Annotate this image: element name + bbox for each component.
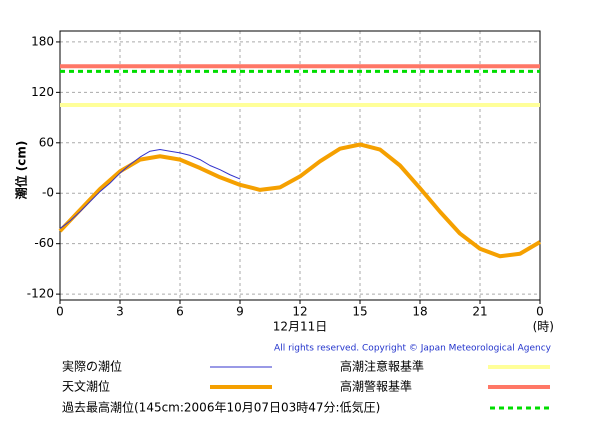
y-tick-label: 120	[31, 85, 54, 99]
x-tick-label: 15	[352, 305, 367, 319]
x-tick-label: 21	[472, 305, 487, 319]
x-tick-label: 9	[236, 305, 244, 319]
legend-label: 天文潮位	[62, 379, 110, 394]
legend-label: 高潮注意報基準	[340, 359, 424, 374]
legend-label: 過去最高潮位(145cm:2006年10月07日03時47分:低気圧)	[62, 400, 380, 415]
y-tick-label: 60	[39, 135, 54, 149]
x-axis-label: 12月11日	[273, 320, 328, 334]
copyright: All rights reserved. Copyright © Japan M…	[274, 344, 552, 354]
legend-label: 実際の潮位	[62, 359, 122, 374]
y-tick-label: -60	[34, 236, 54, 250]
y-axis-label: 潮位 (cm)	[14, 141, 29, 200]
legend-label: 高潮警報基準	[340, 379, 412, 394]
x-tick-label: 0	[56, 305, 64, 319]
plot-frame	[59, 30, 541, 301]
series-line	[59, 149, 241, 229]
x-unit: (時)	[533, 320, 554, 334]
x-tick-label: 12	[292, 305, 307, 319]
x-tick-label: 18	[412, 305, 427, 319]
y-tick-label: 180	[31, 34, 54, 48]
x-tick-label: 6	[176, 305, 184, 319]
y-tick-label: -0	[42, 186, 54, 200]
series-line	[58, 142, 542, 259]
x-tick-label: 3	[116, 305, 124, 319]
y-tick-label: -120	[27, 287, 54, 301]
x-tick-label: 0	[536, 305, 544, 319]
